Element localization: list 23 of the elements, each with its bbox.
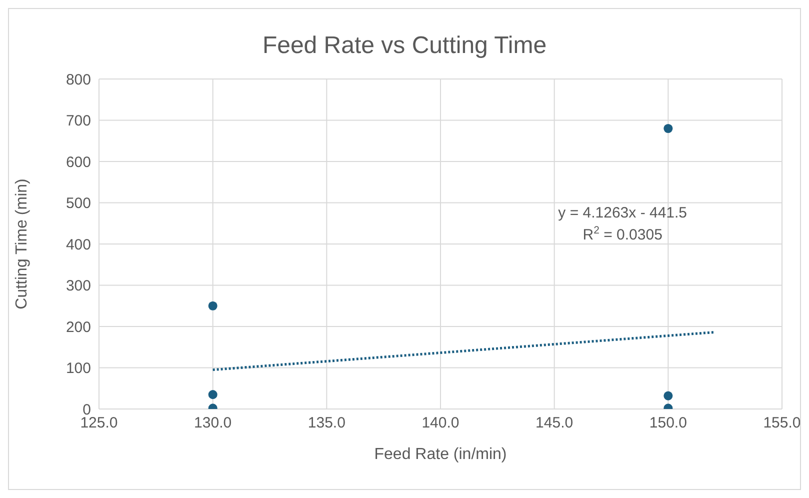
y-tick-label: 200 [66, 318, 91, 336]
x-tick-label: 155.0 [763, 414, 801, 432]
y-tick-label: 800 [66, 71, 91, 88]
y-tick-label: 100 [66, 360, 91, 378]
annotation: R$^{2}$ = 0.0305 [582, 224, 662, 244]
y-axis-title: Cutting Time (min) [14, 178, 31, 310]
y-tick-label: 700 [66, 112, 91, 130]
x-tick-label: 135.0 [308, 414, 346, 432]
point [664, 124, 673, 134]
point [208, 390, 218, 400]
y-tick-label: 300 [66, 278, 91, 295]
x-tick-label: 150.0 [649, 414, 687, 432]
y-tick-label: 500 [66, 195, 91, 212]
annotation: y = 4.1263x - 441.5 [558, 204, 688, 222]
chart-title: Feed Rate vs Cutting Time [262, 32, 547, 59]
x-tick-label: 140.0 [422, 414, 460, 432]
point [208, 301, 218, 310]
y-tick-label: 400 [66, 236, 91, 254]
x-tick-label: 145.0 [536, 414, 574, 432]
x-axis-title: Feed Rate (in/min) [374, 446, 507, 463]
y-tick-label: 600 [66, 154, 91, 171]
point [664, 391, 673, 400]
x-tick-label: 130.0 [194, 414, 232, 432]
